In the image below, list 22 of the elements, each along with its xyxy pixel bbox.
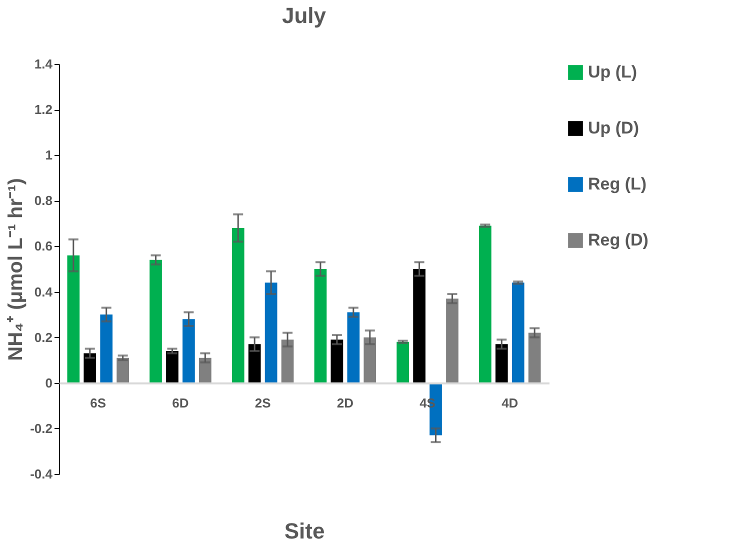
x-tick-label: 4D — [502, 395, 518, 410]
x-tick-label: 2D — [336, 395, 354, 410]
x-tick-label: 6D — [172, 395, 189, 410]
x-tick-label: 6S — [90, 395, 106, 410]
legend-label: Up (D) — [588, 118, 639, 138]
x-tick-label: 2S — [254, 395, 272, 410]
chart-title: July — [282, 3, 327, 28]
y-tick-label: -0.4 — [30, 466, 54, 482]
y-tick-label: -0.2 — [30, 420, 52, 436]
y-tick-label: 0.6 — [34, 238, 52, 254]
y-tick-label: 1 — [45, 148, 52, 163]
y-tick-label: 0.2 — [34, 330, 52, 345]
y-tick-label: 0.8 — [34, 193, 52, 208]
y-tick-label: 0 — [45, 375, 52, 390]
legend-label: Reg (L) — [588, 174, 647, 194]
legend-label: Up (L) — [588, 62, 638, 82]
y-tick-label: 0.4 — [34, 284, 54, 300]
y-tick-label: 1.2 — [34, 102, 52, 118]
y-tick-label: 1.4 — [34, 56, 54, 72]
y-axis-title: NH₄⁺ (μmol L⁻¹ hr⁻¹) — [5, 178, 28, 361]
x-axis-title: Site — [284, 518, 325, 544]
legend-label: Reg (D) — [588, 230, 648, 250]
